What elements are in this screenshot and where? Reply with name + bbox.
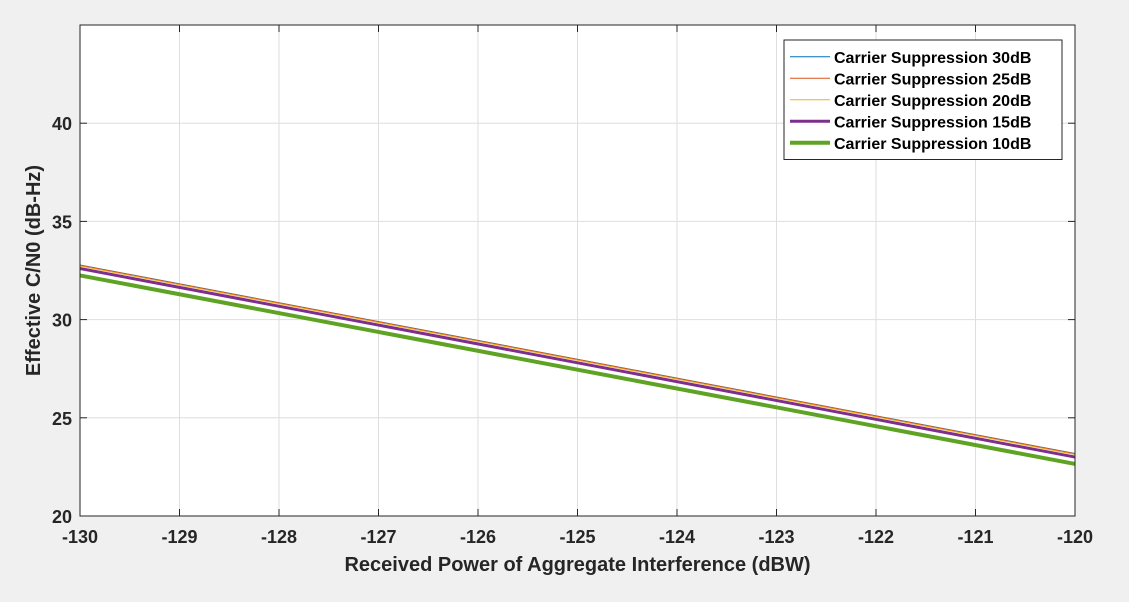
legend-item-4[interactable]: Carrier Suppression 10dB [790,136,1031,153]
legend-item-1[interactable]: Carrier Suppression 25dB [790,71,1031,88]
series-line-3 [79,267,1076,459]
axis-ticks: -130 -129 -128 -127 -126 -125 -124 -123 -122 -121… [52,25,1093,547]
legend-item-2[interactable]: Carrier Suppression 20dB [790,93,1031,110]
x-axis-label: Received Power of Aggregate Interference… [344,554,810,576]
x-tick-label-6: -124 [659,527,695,547]
legend[interactable]: Carrier Suppression 30dB Carrier Suppress… [783,39,1063,160]
y-axis-label: Effective C/N0 (dB-Hz) [23,165,45,376]
y-tick-label-3: 35 [52,212,72,232]
legend-label-0: Carrier Suppression 30dB [834,50,1031,67]
y-tick-label-4: 40 [52,114,72,134]
x-tick-label-3: -127 [360,527,396,547]
x-tick-label-10: -120 [1057,527,1093,547]
legend-label-1: Carrier Suppression 25dB [834,71,1031,88]
legend-item-0[interactable]: Carrier Suppression 30dB [790,50,1031,67]
x-tick-label-7: -123 [758,527,794,547]
legend-item-3[interactable]: Carrier Suppression 15dB [790,114,1031,131]
x-tick-label-8: -122 [858,527,894,547]
series-line-4 [79,273,1076,466]
x-tick-label-0: -130 [62,527,98,547]
x-tick-label-1: -129 [161,527,197,547]
y-tick-label-0: 20 [52,507,72,527]
legend-label-4: Carrier Suppression 10dB [834,136,1031,153]
legend-label-2: Carrier Suppression 20dB [834,93,1031,110]
legend-box [783,39,1063,160]
x-tick-label-5: -125 [559,527,595,547]
legend-label-3: Carrier Suppression 15dB [834,114,1031,131]
series-lines [79,264,1076,466]
series-line-1 [79,264,1076,455]
y-tick-label-2: 30 [52,311,72,331]
x-tick-label-9: -121 [957,527,993,547]
x-tick-label-4: -126 [460,527,496,547]
y-tick-label-1: 25 [52,409,72,429]
x-tick-label-2: -128 [261,527,297,547]
series-line-2 [79,265,1076,456]
